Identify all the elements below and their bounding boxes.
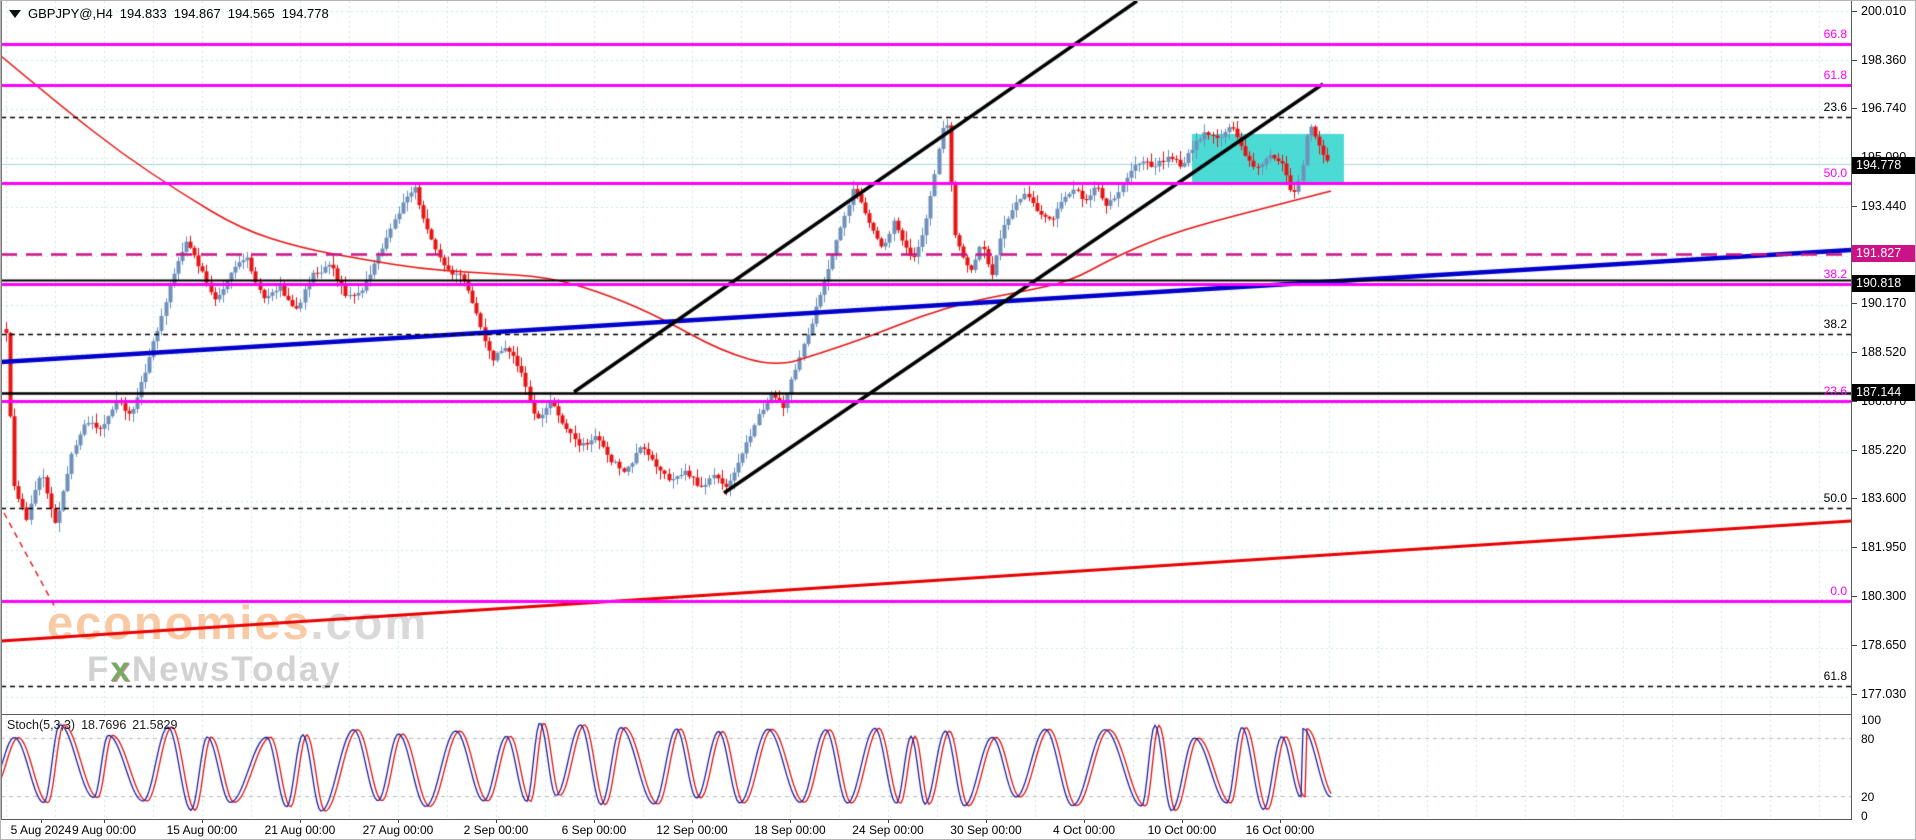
time-axis-label: 16 Oct 00:00 <box>1245 823 1315 837</box>
time-axis-label: 24 Sep 00:00 <box>852 823 924 837</box>
time-axis-label: 2 Sep 00:00 <box>463 823 529 837</box>
price-axis-label: 188.520 <box>1861 345 1907 360</box>
stochastic-label: Stoch(5,3,3) 18.7696 21.5829 <box>7 718 183 732</box>
price-axis-tick <box>1851 450 1857 452</box>
price-axis-label: 177.030 <box>1861 686 1907 701</box>
time-axis-label: 10 Oct 00:00 <box>1147 823 1217 837</box>
stoch-d-value: 21.5829 <box>132 718 178 732</box>
time-axis-separator <box>1 819 1851 820</box>
ohlc-close: 194.778 <box>281 6 329 21</box>
stoch-name: Stoch(5,3,3) <box>7 718 76 732</box>
price-axis-label: 181.950 <box>1861 540 1907 555</box>
price-axis-label: 183.600 <box>1861 491 1907 506</box>
time-axis-tick <box>1280 819 1281 823</box>
price-axis-tick <box>1851 108 1857 110</box>
time-axis-tick <box>104 819 105 823</box>
price-axis-label: 198.360 <box>1861 53 1907 67</box>
price-axis-tick <box>1851 498 1857 500</box>
price-axis-label: 190.170 <box>1861 296 1907 311</box>
symbol-label: GBPJPY@,H4 <box>28 6 113 21</box>
price-axis-label: 178.650 <box>1861 638 1907 653</box>
panel-separator[interactable] <box>1 714 1851 715</box>
time-axis-label: 9 Aug 00:00 <box>71 823 137 837</box>
time-axis-label: 5 Aug 2024 <box>10 823 72 837</box>
price-axis-tick <box>1851 693 1857 695</box>
time-axis-tick <box>300 819 301 823</box>
stochastic-indicator-canvas[interactable] <box>1 715 1851 819</box>
price-axis-tick <box>1851 596 1857 598</box>
ohlc-low: 194.565 <box>227 6 275 21</box>
price-axis-label: 193.440 <box>1861 199 1907 214</box>
time-axis-tick <box>692 819 693 823</box>
price-axis-label: 185.220 <box>1861 443 1907 458</box>
price-axis-tick <box>1851 547 1857 549</box>
time-axis-tick <box>790 819 791 823</box>
ohlc-open: 194.833 <box>119 6 167 21</box>
price-chart-canvas[interactable] <box>1 1 1851 714</box>
time-axis-tick <box>888 819 889 823</box>
price-axis-tick <box>1851 60 1857 61</box>
price-axis-tick <box>1851 303 1857 305</box>
time-axis-tick <box>398 819 399 823</box>
price-axis-tick <box>1851 401 1857 403</box>
price-axis-tick <box>1851 352 1857 354</box>
price-axis-tick <box>1851 645 1857 647</box>
chart-title-bar: GBPJPY@,H4 194.833 194.867 194.565 194.7… <box>9 6 329 21</box>
time-axis-tick <box>41 819 42 823</box>
time-axis-label: 21 Aug 00:00 <box>264 823 336 837</box>
time-axis-tick <box>1084 819 1085 823</box>
price-axis-tick <box>1851 11 1857 12</box>
time-axis-label: 27 Aug 00:00 <box>362 823 434 837</box>
price-axis-label: 195.090 <box>1861 150 1907 165</box>
time-axis-label: 15 Aug 00:00 <box>166 823 238 837</box>
time-axis-label: 4 Oct 00:00 <box>1052 823 1116 837</box>
price-axis-label: 180.300 <box>1861 589 1907 604</box>
time-axis-tick <box>986 819 987 823</box>
stoch-k-value: 18.7696 <box>81 718 127 732</box>
symbol-dropdown-icon[interactable] <box>9 9 21 18</box>
price-axis-tick <box>1851 206 1857 208</box>
time-axis-tick <box>594 819 595 823</box>
price-axis-label: 186.870 <box>1861 394 1907 409</box>
time-axis-label: 30 Sep 00:00 <box>950 823 1022 837</box>
time-axis-label: 18 Sep 00:00 <box>754 823 826 837</box>
time-axis-tick <box>202 819 203 823</box>
price-axis-label: 196.740 <box>1861 101 1907 116</box>
time-axis-tick <box>496 819 497 823</box>
chart-left-border <box>1 1 2 820</box>
price-axis-separator <box>1851 1 1852 820</box>
time-axis-label: 12 Sep 00:00 <box>656 823 728 837</box>
price-axis-label: 200.010 <box>1861 4 1907 18</box>
time-axis-label: 6 Sep 00:00 <box>561 823 627 837</box>
ohlc-high: 194.867 <box>173 6 221 21</box>
time-axis-tick <box>1182 819 1183 823</box>
